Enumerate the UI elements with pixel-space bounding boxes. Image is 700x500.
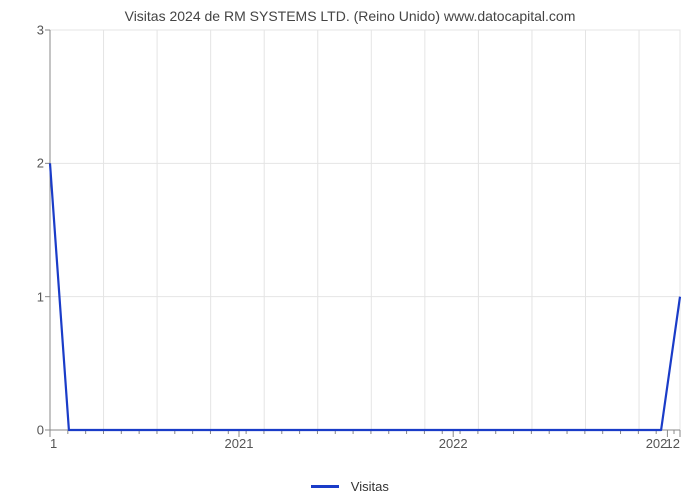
legend: Visitas <box>0 478 700 494</box>
x-tick-label: 1 <box>50 436 57 451</box>
y-tick-label: 1 <box>37 289 44 304</box>
x-tick-label: 12 <box>666 436 680 451</box>
y-tick-label: 0 <box>37 423 44 438</box>
x-tick-label: 202 <box>646 436 668 451</box>
chart-svg <box>50 30 680 430</box>
legend-swatch <box>311 485 339 488</box>
chart-title: Visitas 2024 de RM SYSTEMS LTD. (Reino U… <box>0 0 700 24</box>
y-tick-label: 2 <box>37 156 44 171</box>
y-tick-label: 3 <box>37 23 44 38</box>
legend-label: Visitas <box>351 479 389 494</box>
x-tick-label: 2022 <box>439 436 468 451</box>
x-tick-label: 2021 <box>225 436 254 451</box>
plot-area: 012312021202220212 <box>50 30 680 430</box>
